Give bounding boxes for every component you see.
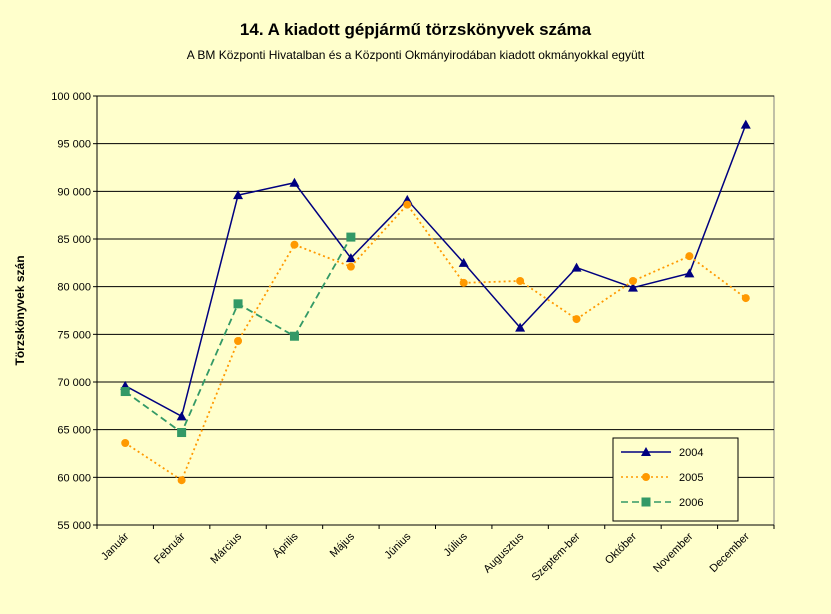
series-line-2005	[124, 203, 747, 482]
x-tick-label: Október	[603, 530, 639, 566]
legend	[612, 437, 739, 522]
y-tick-label: 80 000	[57, 282, 91, 294]
chart-title: 14. A kiadott gépjármű törzskönyvek szám…	[239, 20, 592, 39]
data-point-2004	[458, 257, 469, 267]
data-point-2005	[403, 200, 412, 209]
legend-marker-2006	[641, 497, 651, 507]
data-point-2005	[346, 262, 355, 271]
data-point-2005	[685, 252, 694, 261]
data-point-2005	[121, 439, 130, 448]
series-line-2004	[124, 124, 747, 418]
data-point-2005	[177, 476, 186, 485]
data-point-2006	[289, 331, 299, 341]
chart-subtitle: A BM Központi Hivatalban és a Központi O…	[186, 48, 645, 62]
y-tick-label: 85 000	[57, 234, 91, 246]
data-point-2005	[516, 276, 525, 285]
x-tick-label: Március	[208, 530, 244, 566]
y-tick-label: 95 000	[57, 139, 91, 151]
data-point-2006	[233, 299, 243, 309]
data-point-2005	[290, 240, 299, 249]
y-tick-label: 65 000	[57, 425, 91, 437]
y-tick-label: 90 000	[57, 186, 91, 198]
x-tick-label: Július	[441, 530, 470, 559]
data-point-2004	[740, 119, 751, 129]
data-point-2004	[345, 253, 356, 263]
data-point-2004	[176, 411, 187, 421]
data-point-2005	[628, 276, 637, 285]
legend-marker-2004	[641, 447, 651, 456]
data-point-2004	[571, 262, 582, 272]
legend-label-2005: 2005	[679, 472, 703, 484]
x-tick-label: Január	[99, 530, 132, 563]
x-tick-label: Augusztus	[481, 530, 526, 575]
legend-label-2004: 2004	[679, 447, 703, 459]
data-point-2006	[346, 232, 356, 242]
x-tick-label: Május	[328, 530, 358, 560]
y-tick-label: 55 000	[57, 520, 91, 532]
data-point-2004	[515, 322, 526, 332]
x-tick-label: December	[708, 530, 753, 575]
legend-marker-2005	[642, 473, 650, 481]
data-point-2004	[289, 177, 300, 187]
x-tick-label: Szeptem-ber	[530, 530, 583, 583]
y-tick-label: 100 000	[51, 91, 91, 103]
x-tick-label: November	[651, 530, 696, 575]
data-point-2004	[684, 268, 695, 278]
data-point-2004	[627, 282, 638, 292]
y-axis-title: Törzskönyvek szán	[13, 255, 27, 365]
data-point-2005	[234, 337, 243, 346]
x-tick-label: Április	[270, 530, 301, 561]
x-tick-label: Február	[152, 530, 188, 566]
data-point-2004	[233, 190, 244, 200]
data-point-2005	[572, 315, 581, 324]
x-tick-label: Június	[382, 530, 413, 561]
data-point-2005	[459, 278, 468, 287]
y-tick-label: 60 000	[57, 472, 91, 484]
data-point-2006	[120, 387, 130, 397]
data-point-2006	[177, 428, 187, 438]
legend-label-2006: 2006	[679, 497, 703, 509]
y-tick-label: 70 000	[57, 377, 91, 389]
data-point-2005	[741, 294, 750, 303]
y-tick-label: 75 000	[57, 329, 91, 341]
